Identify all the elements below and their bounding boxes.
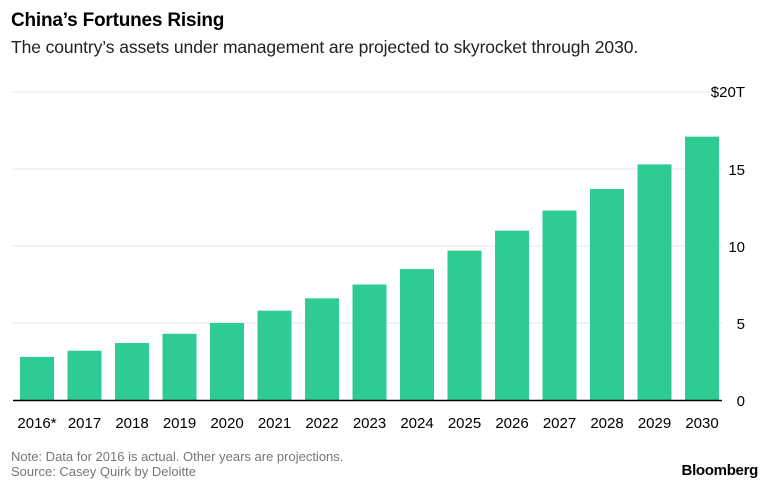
bar-2023 <box>352 284 387 400</box>
x-tick-label: 2029 <box>638 415 671 432</box>
x-tick-label: 2019 <box>163 415 196 432</box>
x-tick-label: 2017 <box>68 415 101 432</box>
x-tick-label: 2022 <box>305 415 338 432</box>
bar-2022 <box>305 298 339 400</box>
footnote: Note: Data for 2016 is actual. Other yea… <box>11 449 343 479</box>
bar-2026 <box>495 230 529 400</box>
bar-2025 <box>447 250 482 400</box>
x-tick-label: 2027 <box>543 415 576 432</box>
x-tick-label: 2030 <box>685 415 718 432</box>
y-tick-label: 10 <box>728 239 745 256</box>
bar-2024 <box>400 269 434 400</box>
bar-2028 <box>590 189 624 400</box>
bar-2019 <box>162 333 197 400</box>
bar-2027 <box>542 210 577 400</box>
y-tick-label: $20T <box>711 84 745 101</box>
x-tick-label: 2020 <box>210 415 243 432</box>
x-tick-label: 2021 <box>258 415 291 432</box>
bloomberg-logo: Bloomberg <box>681 462 759 479</box>
bar-2020 <box>210 323 244 400</box>
x-tick-label: 2023 <box>353 415 386 432</box>
bar-2016 <box>20 356 54 400</box>
y-tick-label: 5 <box>737 316 745 333</box>
x-tick-label: 2026 <box>495 415 528 432</box>
y-axis-tick-labels: 0 5 10 15 $20T <box>711 84 745 410</box>
note-text: Note: Data for 2016 is actual. Other yea… <box>11 449 344 464</box>
x-axis-tick-labels: 2016* 2017 2018 2019 2020 2021 2022 2023 2024 202… <box>17 415 718 432</box>
x-tick-label: 2024 <box>400 415 433 432</box>
chart-subtitle: The country’s assets under management ar… <box>11 37 639 57</box>
bar-2018 <box>115 343 149 400</box>
y-tick-label: 15 <box>728 162 745 179</box>
source-text: Source: Casey Quirk by Deloitte <box>11 464 196 479</box>
bar-2030 <box>685 136 719 400</box>
bar-2029 <box>637 164 672 400</box>
x-tick-label: 2028 <box>590 415 623 432</box>
x-tick-label: 2018 <box>115 415 148 432</box>
bar-2017 <box>67 350 102 400</box>
x-tick-label: 2025 <box>448 415 481 432</box>
bar-2021 <box>257 310 292 400</box>
x-tick-label: 2016* <box>17 415 56 432</box>
y-tick-label: 0 <box>737 393 745 410</box>
bars <box>20 136 719 400</box>
chart-title: China’s Fortunes Rising <box>11 10 225 31</box>
